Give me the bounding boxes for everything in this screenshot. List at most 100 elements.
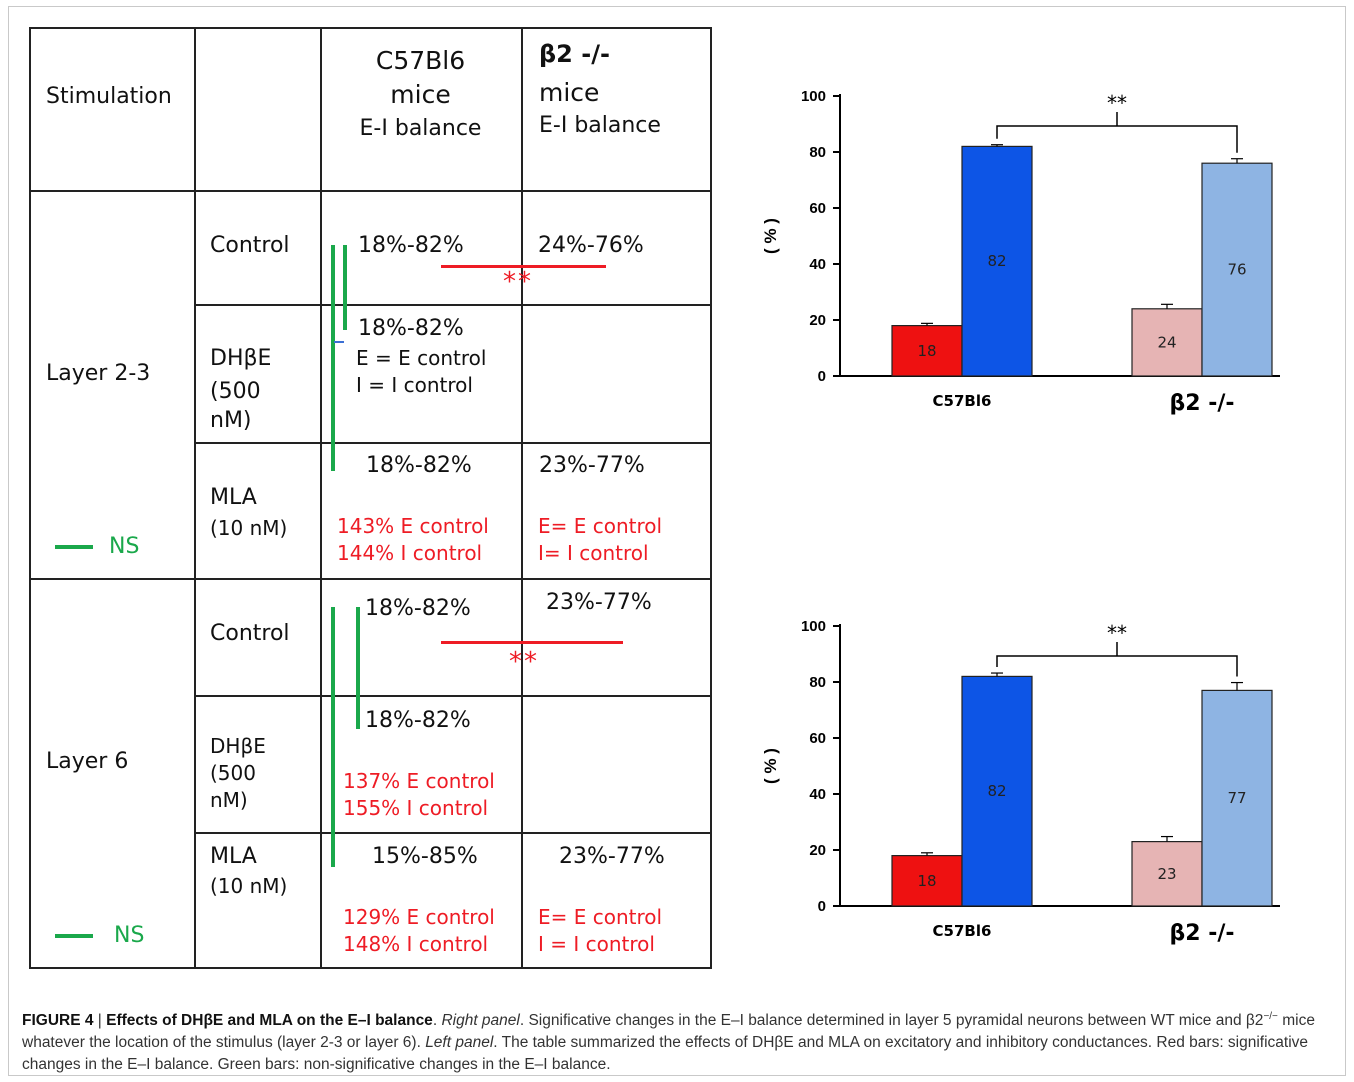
layer6-control-label: Control	[210, 621, 290, 646]
layer23-label: Layer 2-3	[46, 361, 151, 386]
header-b2-line3: E-I balance	[539, 113, 661, 138]
x-category-label: β2 -/-	[1169, 391, 1234, 416]
ns-bar-green	[331, 245, 335, 471]
significance-bracket	[996, 125, 1238, 153]
ns-bar-green	[331, 607, 335, 867]
caption-right-label: Right panel	[441, 1012, 520, 1030]
table-border-left	[29, 27, 31, 969]
y-tick-label: 60	[809, 200, 826, 217]
caption-figure-number: FIGURE 4	[22, 1012, 94, 1030]
y-tick-label: 20	[809, 312, 826, 329]
caption-sup: −/−	[1263, 1011, 1278, 1022]
bar-value-label: 82	[987, 782, 1006, 800]
header-c57-line3: E-I balance	[359, 116, 482, 141]
y-tick-label: 100	[801, 618, 826, 635]
significance-stars: **	[1107, 91, 1127, 115]
y-tick-label: 40	[809, 256, 826, 273]
layer23-mla-c57-note2: 144% I control	[337, 541, 483, 565]
y-tick-label: 20	[809, 842, 826, 859]
layer6-control-b2: 23%-77%	[546, 590, 652, 615]
bar	[1201, 162, 1273, 377]
bar-value-label: 82	[987, 252, 1006, 270]
bar-value-label: 24	[1157, 333, 1176, 351]
layer23-control-c57: 18%-82%	[358, 233, 464, 258]
table-row-divider	[29, 578, 711, 580]
bar-value-label: 23	[1157, 865, 1176, 883]
significance-stars: **	[1107, 621, 1127, 645]
layer23-dhbe-label2: (500	[210, 379, 261, 404]
layer23-mla-c57-note1: 143% E control	[337, 514, 489, 538]
y-tick-label: 60	[809, 730, 826, 747]
caption-right-text2: mice whatever the location of the stimul…	[22, 1012, 1315, 1052]
caption-left-text: . The table summarized the effects of DH…	[22, 1034, 1309, 1074]
bar-tick	[334, 341, 344, 343]
y-tick-label: 40	[809, 786, 826, 803]
ns-legend-bar	[55, 934, 93, 938]
ns-legend-label: NS	[109, 534, 140, 559]
ns-legend-label: NS	[114, 923, 145, 948]
header-stimulation: Stimulation	[46, 84, 172, 109]
header-c57-line2: mice	[390, 80, 451, 109]
layer23-control-b2: 24%-76%	[538, 233, 644, 258]
layer23-mla-b2-note2: I= I control	[538, 541, 649, 565]
bar-value-label: 18	[917, 872, 936, 890]
bar-value-label: 18	[917, 342, 936, 360]
figure-frame	[8, 6, 1346, 1076]
y-tick-label: 80	[809, 144, 826, 161]
layer23-mla-label1: MLA	[210, 485, 257, 510]
layer6-mla-label1: MLA	[210, 844, 257, 869]
caption-right-text: . Significative changes in the E–I balan…	[519, 1012, 1264, 1030]
layer6-mla-b2: 23%-77%	[559, 844, 665, 869]
layer6-mla-c57: 15%-85%	[372, 844, 478, 869]
significance-stars: **	[509, 647, 539, 677]
layer23-mla-b2: 23%-77%	[539, 453, 645, 478]
y-tick-label: 0	[818, 898, 826, 915]
table-border-bottom	[29, 967, 711, 969]
y-axis-label: ( % )	[761, 748, 780, 784]
bar	[961, 145, 1033, 377]
layer6-dhbe-note2: 155% I control	[343, 796, 489, 820]
layer23-dhbe-label3: nM)	[210, 408, 252, 433]
layer6-dhbe-label2: (500	[210, 761, 256, 785]
figure-caption: FIGURE 4 | Effects of DHβE and MLA on th…	[22, 1011, 1315, 1074]
layer6-dhbe-label3: nM)	[210, 788, 248, 812]
table-col-divider-1	[194, 27, 196, 969]
caption-separator: |	[93, 1012, 107, 1030]
significance-bar-red	[441, 265, 606, 268]
x-category-label: β2 -/-	[1169, 921, 1234, 946]
y-tick-label: 100	[801, 88, 826, 105]
layer6-mla-c57-note2: 148% I control	[343, 932, 489, 956]
layer6-dhbe-label1: DHβE	[210, 734, 266, 758]
bar-chart-layer23: 0 20 40 60 80 100 ( % ) 18 82 24 76 C57Bl6 β2 -/- **	[761, 88, 1280, 416]
layer6-dhbe-c57: 18%-82%	[365, 708, 471, 733]
bar	[1201, 689, 1273, 907]
layer6-mla-c57-note1: 129% E control	[343, 905, 495, 929]
ns-legend-bar	[55, 545, 93, 549]
layer23-dhbe-label1: DHβE	[210, 346, 272, 371]
bar-value-label: 77	[1227, 789, 1246, 807]
significance-bracket	[996, 655, 1238, 677]
effects-table: Stimulation C57Bl6 mice E-I balance β2 -…	[29, 27, 712, 969]
y-axis-label: ( % )	[761, 218, 780, 254]
ns-bar-green	[343, 245, 347, 330]
header-b2-line2: mice	[539, 78, 600, 107]
bar-value-label: 76	[1227, 261, 1246, 279]
x-category-label: C57Bl6	[933, 392, 992, 410]
layer23-control-label: Control	[210, 233, 290, 258]
layer23-mla-label2: (10 nM)	[210, 516, 288, 540]
layer6-mla-b2-note2: I = I control	[538, 932, 655, 956]
table-col-divider-3	[521, 27, 523, 969]
table-row-divider	[194, 832, 711, 834]
caption-title: Effects of DHβE and MLA on the E–I balan…	[106, 1012, 433, 1030]
bar	[961, 675, 1033, 907]
table-border-right	[710, 27, 712, 969]
layer23-dhbe-c57: 18%-82%	[358, 316, 464, 341]
layer6-control-c57: 18%-82%	[365, 596, 471, 621]
y-tick-label: 80	[809, 674, 826, 691]
layer6-mla-b2-note1: E= E control	[538, 905, 663, 929]
y-tick-label: 0	[818, 368, 826, 385]
table-border-top	[29, 27, 711, 29]
layer23-dhbe-note1: E = E control	[356, 346, 487, 370]
table-row-divider	[194, 695, 711, 697]
header-b2-line1: β2 -/-	[539, 40, 610, 68]
